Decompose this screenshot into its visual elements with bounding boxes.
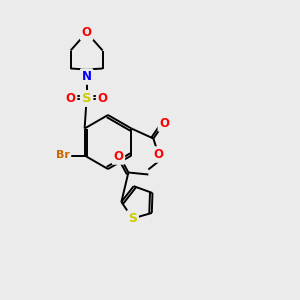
- Text: N: N: [82, 70, 92, 83]
- Text: O: O: [98, 92, 108, 105]
- Text: O: O: [159, 117, 170, 130]
- Text: O: O: [153, 148, 164, 161]
- Text: Br: Br: [56, 151, 70, 160]
- Text: S: S: [82, 92, 92, 105]
- Text: O: O: [82, 26, 92, 39]
- Text: O: O: [66, 92, 76, 105]
- Text: O: O: [113, 150, 123, 163]
- Text: S: S: [128, 212, 137, 225]
